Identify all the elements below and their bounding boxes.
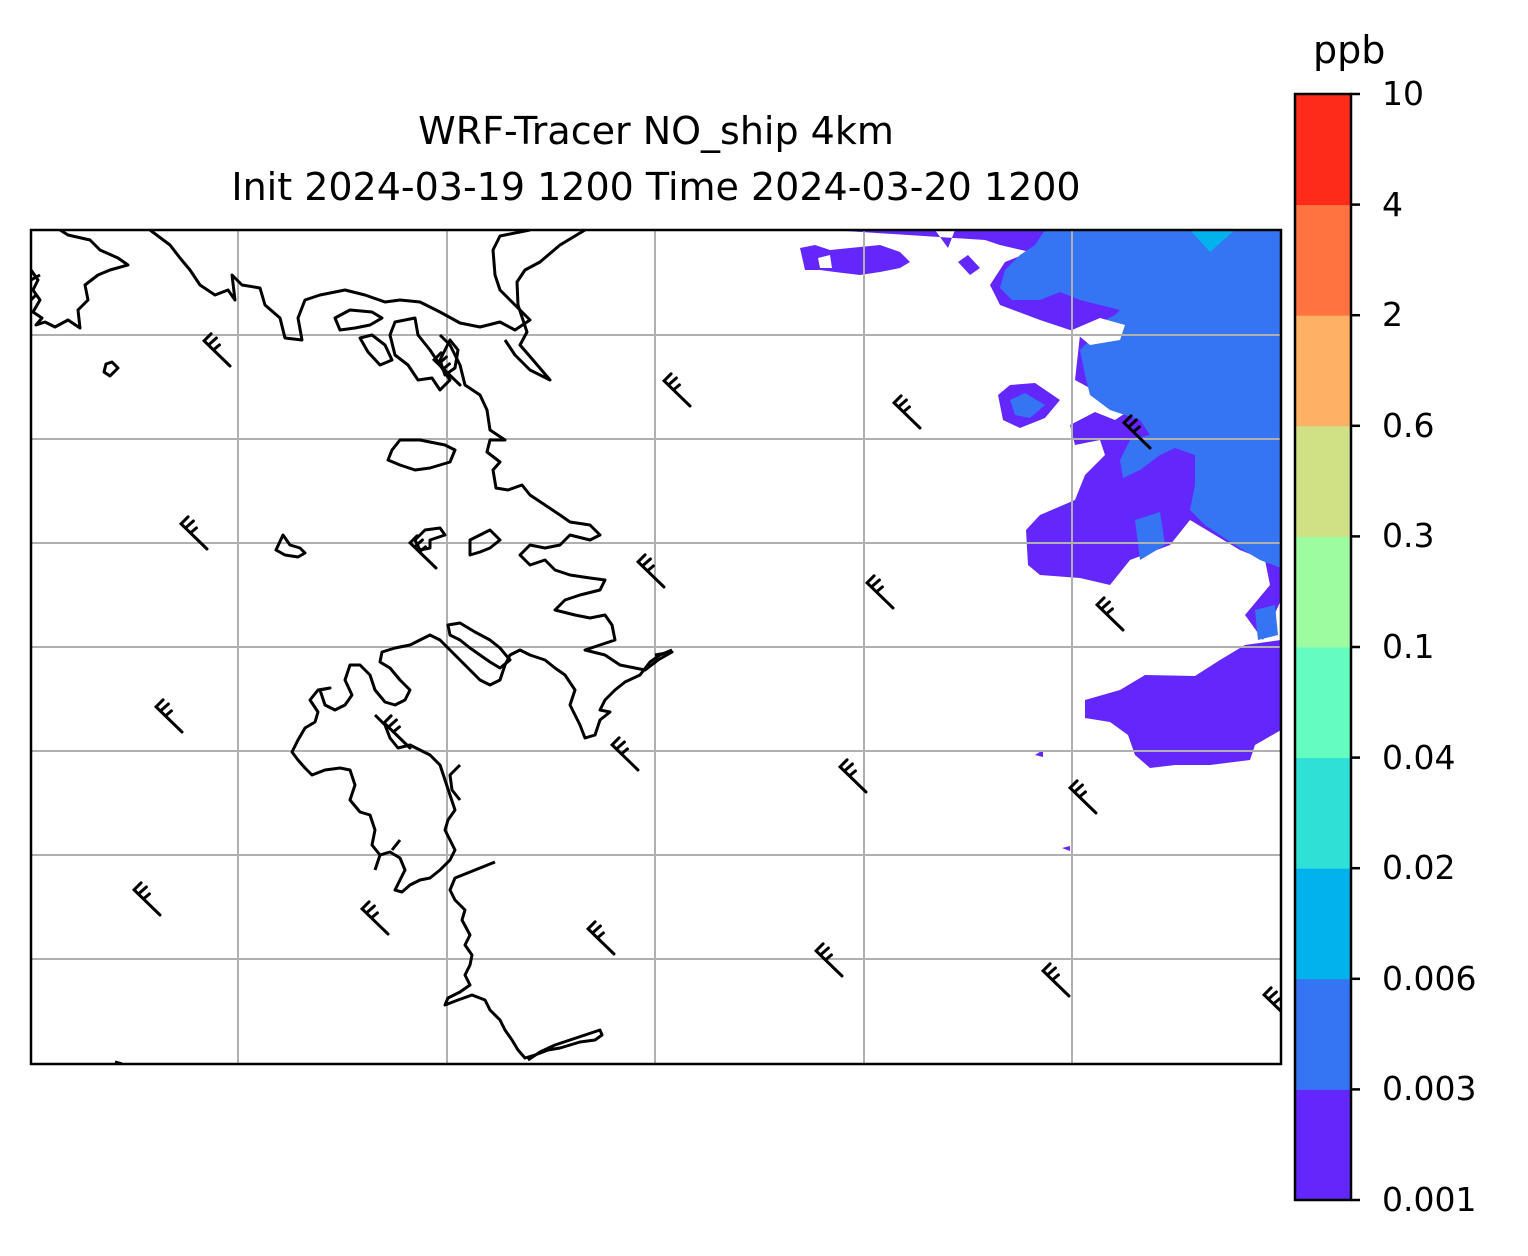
wind-barb [1261,986,1281,1014]
colorbar-band [1295,757,1351,869]
wind-barb [407,534,438,570]
tracer-fill-mid [1000,230,1281,640]
wind-barb [864,574,895,610]
wind-barb [585,920,616,956]
colorbar-band [1295,425,1351,537]
map-frame [29,228,1283,1066]
gridlines [31,230,1281,1064]
colorbar-band [1295,536,1351,648]
colorbar-tick-label: 0.02 [1382,848,1456,888]
wind-barb [431,351,462,387]
colorbar-tick-label: 0.006 [1382,958,1477,998]
colorbar-band [1295,315,1351,427]
wind-barb [201,332,232,368]
wind-barb [153,698,184,734]
wind-barb [1067,779,1098,815]
wind-barb [1121,414,1152,450]
wind-barb [635,553,666,589]
wind-barb [1040,962,1071,998]
colorbar [1293,92,1360,1202]
colorbar-band [1295,978,1351,1090]
colorbar-tick-label: 0.001 [1382,1180,1477,1219]
colorbar-band [1295,1089,1351,1201]
colorbar-band [1295,204,1351,316]
wind-barb [837,758,868,794]
wind-barbs [131,332,1281,1014]
wind-barb [359,900,390,936]
colorbar-tick-label: 0.6 [1382,405,1435,445]
chart-title-line1: WRF-Tracer NO_ship 4km [418,109,894,153]
wind-barb [381,714,412,750]
wind-barb [661,372,692,408]
wind-barb [891,394,922,430]
colorbar-tick-label: 0.3 [1382,516,1435,556]
colorbar-tick-label: 2 [1382,295,1403,335]
wind-barb [178,515,209,551]
colorbar-tick-label: 10 [1382,74,1424,113]
colorbar-tick-label: 4 [1382,184,1403,224]
wind-barb [813,942,844,978]
wind-barb [1094,596,1125,632]
wind-barb [609,736,640,772]
coastline [31,230,674,1064]
colorbar-tick-label: 0.04 [1382,737,1456,777]
tracer-fill-high [1190,230,1235,252]
colorbar-band [1295,647,1351,759]
colorbar-tick-label: 0.003 [1382,1069,1477,1109]
colorbar-band [1295,94,1351,206]
colorbar-tick-label: 0.1 [1382,627,1435,666]
colorbar-unit-label: ppb [1313,28,1386,72]
colorbar-band [1295,868,1351,980]
chart-title-line2: Init 2024-03-19 1200 Time 2024-03-20 120… [231,165,1081,209]
wind-barb [131,881,162,917]
